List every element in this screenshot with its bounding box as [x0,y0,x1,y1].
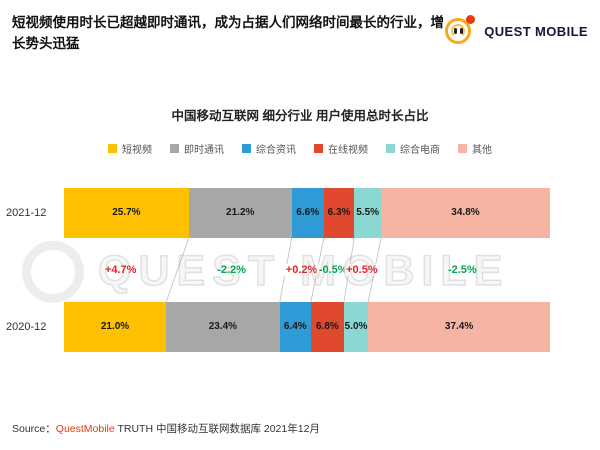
legend-item-其他: 其他 [458,141,492,156]
legend-swatch-icon [458,143,467,153]
segment-value: 6.6% [296,207,320,219]
logo-eye-icon [460,28,464,34]
legend-swatch-icon [242,143,251,153]
segment-value: 6.3% [327,207,351,219]
segment-value: 34.8% [451,207,480,219]
bar-segment-在线视频-2021-12: 6.3% [323,187,355,238]
segment-value: 5.0% [344,321,368,333]
questmobile-logo: QUEST MOBILE [445,15,588,47]
bar-segment-其他-2021-12: 34.8% [381,187,550,238]
segment-value: 21.2% [226,207,255,219]
logo-dot-icon [466,15,476,24]
change-label-即时通讯: -2.2% [215,263,248,276]
stacked-bar-2021-12: 25.7% 21.2% 6.6% 6.3% 5.5% 34.8% [64,187,550,238]
headline: 短视频使用时长已超越即时通讯，成为占据人们网络时间最长的行业，增长势头迅猛 [12,15,444,51]
row-label-2021-12: 2021-12 [6,206,47,219]
bar-segment-综合电商-2021-12: 5.5% [354,187,381,238]
change-labels-area: +4.7% -2.2% +0.2% -0.5% +0.5% -2.5% [64,237,550,302]
legend-swatch-icon [170,143,179,153]
logo-eye-icon [454,28,458,34]
logo-swirl-inner-icon [451,24,466,38]
segment-value: 23.4% [208,321,238,333]
legend-item-综合资讯: 综合资讯 [242,141,296,156]
source-line: Source：QuestMobile TRUTH 中国移动互联网数据库 2021… [12,421,320,436]
stacked-bar-2020-12: 21.0% 23.4% 6.4% 6.8% 5.0% 37.4% [64,301,550,352]
change-label-在线视频: -0.5% [316,263,350,276]
source-brand: QuestMobile [55,423,115,435]
source-prefix: Source： [12,423,56,435]
bar-segment-综合资讯-2021-12: 6.6% [291,187,324,238]
questmobile-logo-icon [445,15,477,47]
bar-row-2021: 2021-12 25.7% 21.2% 6.6% 6.3% 5.5% 34.8% [0,187,600,238]
bar-segment-其他-2020-12: 37.4% [368,301,550,352]
change-label-综合资讯: +0.2% [283,263,320,276]
change-label-短视频: +4.7% [102,263,139,276]
bar-segment-综合资讯-2020-12: 6.4% [279,301,311,352]
change-label-综合电商: +0.5% [344,263,380,276]
header: 短视频使用时长已超越即时通讯，成为占据人们网络时间最长的行业，增长势头迅猛 QU… [0,0,600,55]
legend-label: 综合资讯 [256,144,296,156]
bar-segment-综合电商-2020-12: 5.0% [343,301,369,352]
bar-segment-在线视频-2020-12: 6.8% [310,301,344,352]
legend-swatch-icon [386,143,395,153]
legend-item-短视频: 短视频 [108,141,152,156]
segment-value: 5.5% [356,207,380,219]
source-rest: TRUTH 中国移动互联网数据库 2021年12月 [114,423,320,435]
segment-value: 37.4% [444,321,474,333]
change-band: +4.7% -2.2% +0.2% -0.5% +0.5% -2.5% [0,237,600,302]
segment-value: 25.7% [112,207,141,219]
bar-row-2020: 2020-12 21.0% 23.4% 6.4% 6.8% 5.0% 37.4% [0,301,600,352]
legend-label: 即时通讯 [184,144,224,156]
bar-segment-短视频-2021-12: 25.7% [64,187,189,238]
legend: 短视频 即时通讯 综合资讯 在线视频 综合电商 其他 [0,141,600,156]
legend-label: 综合电商 [400,144,440,156]
bar-segment-短视频-2020-12: 21.0% [64,301,167,352]
change-label-其他: -2.5% [445,263,479,276]
gap-spacer [0,238,64,302]
legend-swatch-icon [314,143,323,153]
logo-text: QUEST MOBILE [484,24,588,39]
legend-swatch-icon [108,143,117,153]
row-label-2020-12: 2020-12 [6,320,47,333]
chart-title: 中国移动互联网 细分行业 用户使用总时长占比 [171,108,429,123]
segment-value: 6.4% [283,321,307,333]
legend-item-综合电商: 综合电商 [386,141,440,156]
bar-segment-即时通讯-2020-12: 23.4% [166,301,280,352]
legend-item-在线视频: 在线视频 [314,141,368,156]
bar-segment-即时通讯-2021-12: 21.2% [188,187,292,238]
legend-label: 在线视频 [328,144,368,156]
stacked-bar-chart: 2021-12 25.7% 21.2% 6.6% 6.3% 5.5% 34.8% +4.7… [0,187,600,352]
legend-label: 其他 [472,144,492,156]
legend-item-即时通讯: 即时通讯 [170,141,224,156]
segment-value: 6.8% [315,321,339,333]
legend-label: 短视频 [122,144,152,156]
segment-value: 21.0% [100,321,130,333]
